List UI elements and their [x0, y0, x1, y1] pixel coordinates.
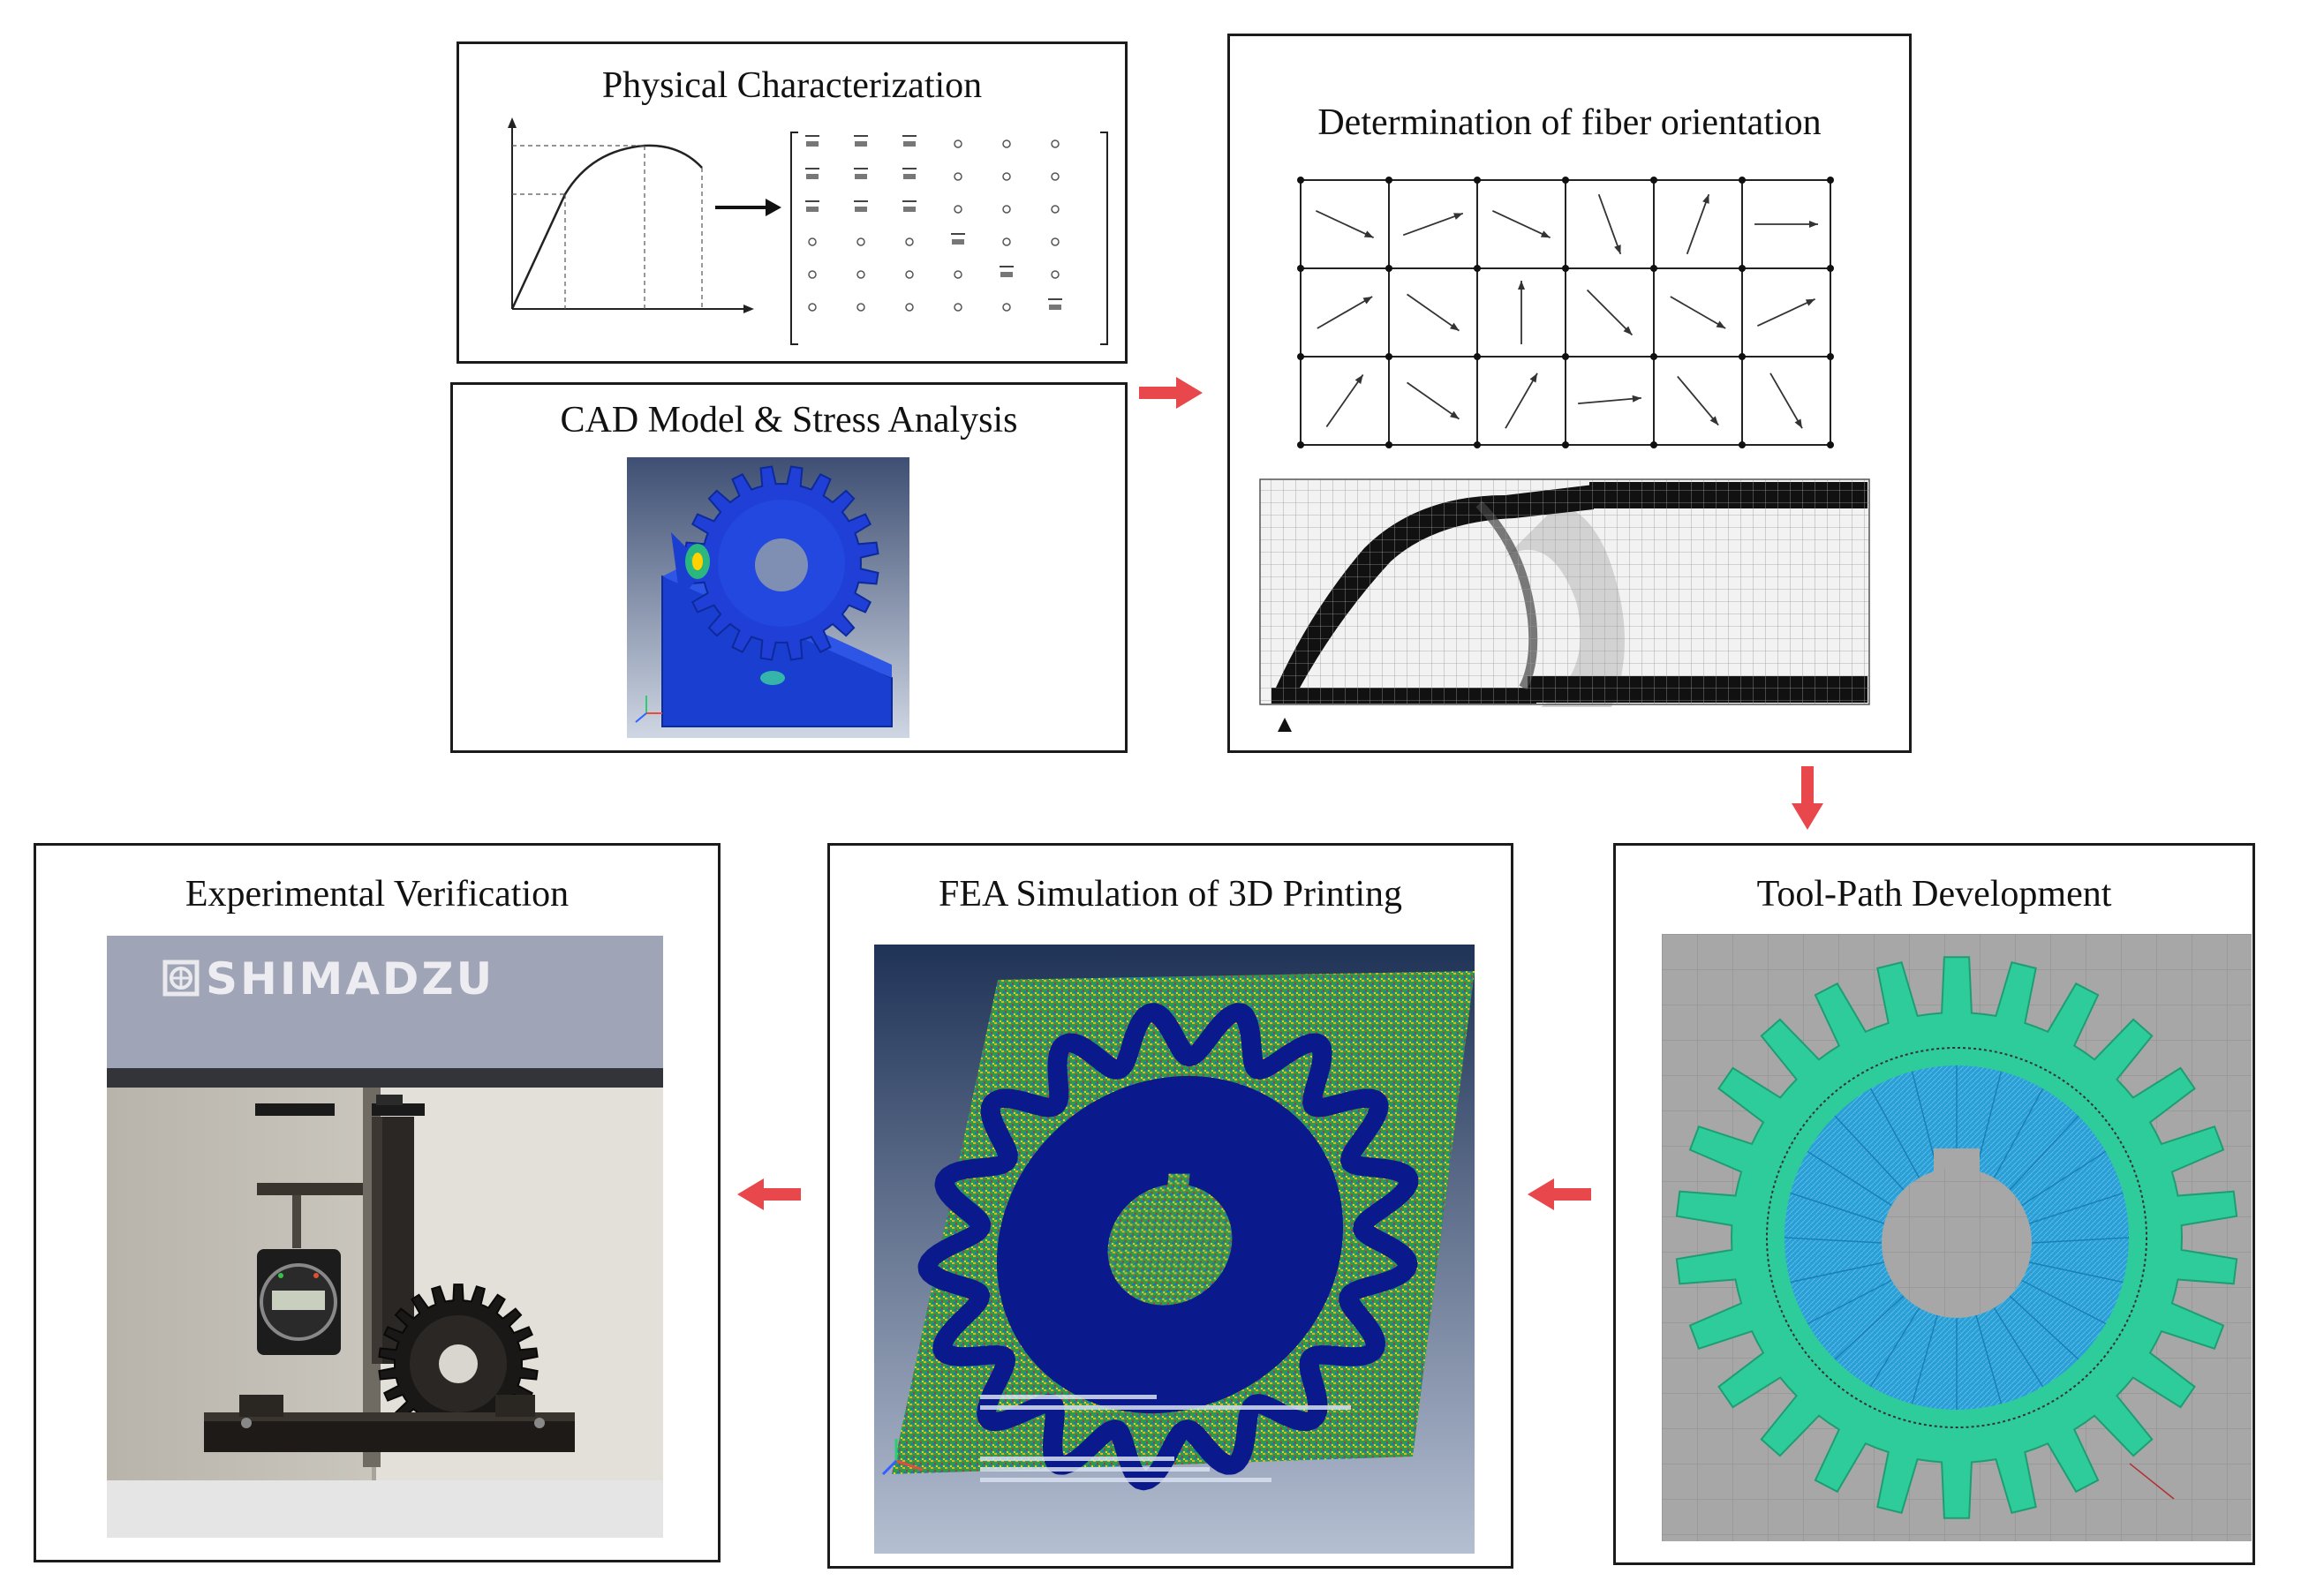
panel-experimental-verification: Experimental Verification SHIMADZU — [34, 843, 721, 1562]
panel-cad-model: CAD Model & Stress Analysis — [450, 382, 1128, 753]
fiber-arrow — [1518, 281, 1525, 344]
arrow-down-icon — [1792, 766, 1823, 830]
topology-optimization-mesh — [1259, 478, 1870, 732]
fiber-arrow — [1578, 395, 1641, 405]
panel-title: Physical Characterization — [601, 65, 983, 106]
arrow-right-icon — [1139, 377, 1203, 409]
fiber-arrow — [1756, 297, 1816, 327]
panel-fea-simulation: FEA Simulation of 3D Printing — [827, 843, 1513, 1569]
fiber-arrow — [1402, 212, 1464, 237]
panel-title: CAD Model & Stress Analysis — [560, 400, 1018, 440]
curve-line — [510, 144, 703, 310]
experimental-photo: SHIMADZU — [107, 936, 663, 1538]
toolpath-gear-image — [1662, 934, 2252, 1541]
panel-fiber-orientation: Determination of fiber orientation — [1227, 34, 1912, 753]
panel-title: Experimental Verification — [185, 874, 570, 915]
panel-tool-path: Tool-Path Development — [1613, 843, 2255, 1565]
fiber-arrow — [1670, 296, 1726, 329]
cad-gear — [683, 465, 879, 661]
fea-simulation-image — [874, 945, 1475, 1554]
shimadzu-logo-icon — [162, 960, 200, 997]
fiber-arrow — [1677, 375, 1719, 426]
fiber-orientation-grid — [1297, 177, 1834, 448]
fiber-arrow — [1315, 209, 1375, 239]
stress-strain-curve — [508, 117, 754, 313]
fiber-arrow — [1325, 373, 1364, 428]
fiber-arrow — [1406, 293, 1460, 332]
panel-title: Tool-Path Development — [1756, 874, 2112, 915]
fiber-arrow — [1586, 289, 1634, 336]
fiber-arrow — [1686, 193, 1710, 255]
panel-physical-characterization: Physical Characterization — [456, 41, 1128, 364]
panel-title: Determination of fiber orientation — [1317, 102, 1822, 143]
cad-gear-stress-image — [627, 457, 909, 738]
arrow-left-icon — [1528, 1178, 1591, 1210]
fiber-arrow — [1491, 209, 1551, 239]
fiber-arrow — [1505, 373, 1538, 429]
stiffness-matrix — [790, 132, 1108, 345]
fiber-arrow — [1317, 296, 1373, 329]
arrow-left-icon — [737, 1178, 801, 1210]
fiber-arrow — [1754, 221, 1818, 228]
shimadzu-brand: SHIMADZU — [206, 953, 494, 1005]
fiber-arrow — [1769, 373, 1803, 429]
right-arrow-icon — [715, 199, 781, 216]
fiber-arrow — [1406, 381, 1460, 420]
support-icon — [1278, 718, 1292, 732]
panel-title: FEA Simulation of 3D Printing — [938, 874, 1403, 915]
fiber-arrow — [1597, 193, 1622, 255]
